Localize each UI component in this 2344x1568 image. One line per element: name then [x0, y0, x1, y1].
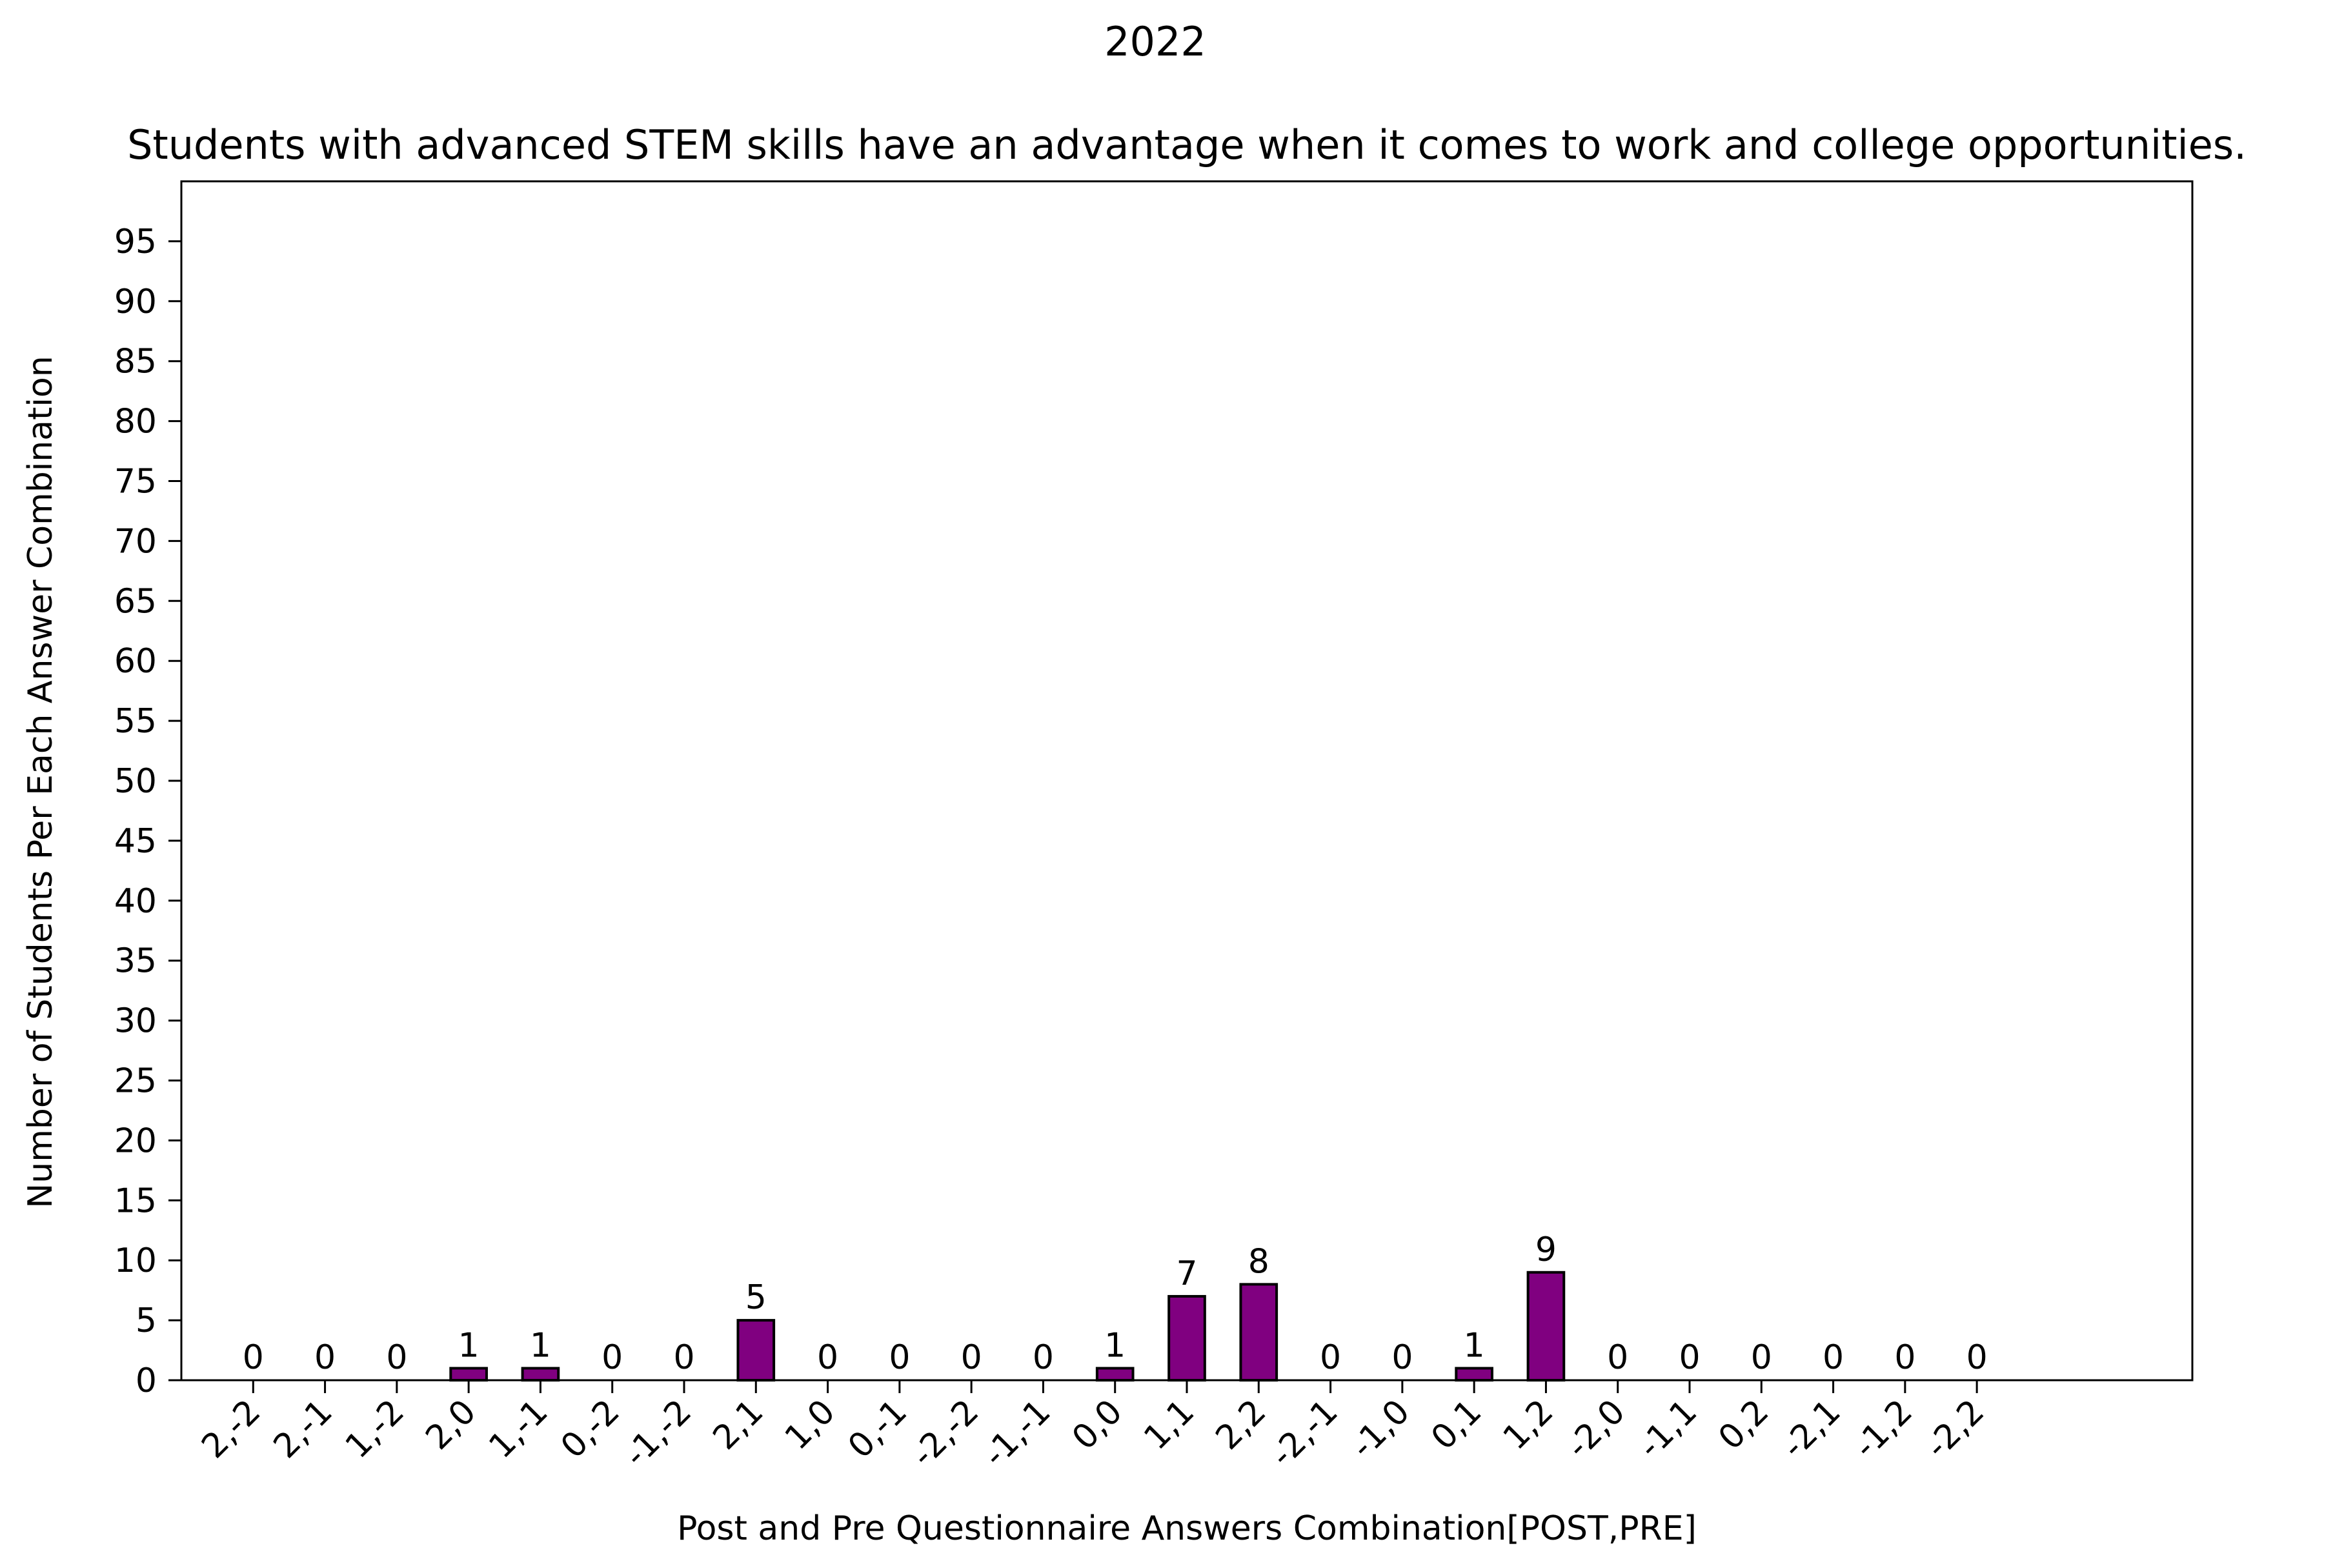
data-label-1,1: 7 [1176, 1254, 1197, 1293]
y-tick-label-55: 55 [114, 702, 157, 741]
y-axis-label: Number of Students Per Each Answer Combi… [21, 356, 60, 1208]
y-tick-label-15: 15 [114, 1181, 157, 1220]
y-tick-label-35: 35 [114, 942, 157, 981]
data-label-0,-1: 0 [889, 1338, 910, 1377]
data-label-2,1: 5 [745, 1278, 767, 1317]
data-label-1,-2: 0 [386, 1338, 407, 1377]
data-label--2,0: 0 [1607, 1338, 1628, 1377]
y-tick-label-60: 60 [114, 642, 157, 681]
bar-1,2 [1526, 1271, 1566, 1382]
chart-title: Students with advanced STEM skills have … [127, 121, 2247, 168]
data-label-0,0: 1 [1104, 1326, 1126, 1365]
y-tick-label-30: 30 [114, 1002, 157, 1041]
data-label-2,-2: 0 [243, 1338, 264, 1377]
data-label--1,-1: 0 [1033, 1338, 1054, 1377]
data-label--2,-2: 0 [961, 1338, 982, 1377]
bar-2,0 [449, 1367, 488, 1382]
y-tick-label-5: 5 [136, 1302, 157, 1340]
data-label-0,2: 0 [1751, 1338, 1772, 1377]
chart-suptitle: 2022 [1104, 18, 1206, 65]
bar-0,1 [1455, 1367, 1493, 1382]
data-label-1,2: 9 [1535, 1231, 1557, 1269]
bar-1,1 [1167, 1294, 1206, 1382]
data-label-1,0: 0 [817, 1338, 838, 1377]
y-tick-label-90: 90 [114, 283, 157, 321]
data-label--2,1: 0 [1823, 1338, 1844, 1377]
y-tick-label-20: 20 [114, 1121, 157, 1160]
y-tick-label-65: 65 [114, 582, 157, 621]
data-label-0,1: 1 [1464, 1326, 1485, 1365]
y-tick-label-25: 25 [114, 1062, 157, 1101]
bar-2,1 [736, 1319, 776, 1382]
axes-frame [180, 180, 2194, 1382]
data-label--1,2: 0 [1894, 1338, 1915, 1377]
y-tick-label-45: 45 [114, 822, 157, 861]
data-label-2,-1: 0 [314, 1338, 336, 1377]
data-label-2,2: 8 [1248, 1242, 1269, 1281]
bar-0,0 [1095, 1367, 1135, 1382]
data-label--2,-1: 0 [1320, 1338, 1341, 1377]
bar-2,2 [1239, 1283, 1278, 1382]
bar-1,-1 [521, 1367, 560, 1382]
data-label-1,-1: 1 [530, 1326, 551, 1365]
y-tick-label-95: 95 [114, 223, 157, 261]
y-tick-label-85: 85 [114, 343, 157, 381]
data-label--1,1: 0 [1679, 1338, 1700, 1377]
data-label--1,-2: 0 [673, 1338, 694, 1377]
y-tick-label-80: 80 [114, 403, 157, 441]
data-label--1,0: 0 [1391, 1338, 1413, 1377]
data-label-2,0: 1 [458, 1326, 480, 1365]
y-tick-label-70: 70 [114, 522, 157, 561]
x-axis-label: Post and Pre Questionnaire Answers Combi… [677, 1509, 1697, 1548]
y-tick-label-40: 40 [114, 882, 157, 921]
y-tick-label-50: 50 [114, 762, 157, 801]
data-label--2,2: 0 [1966, 1338, 1988, 1377]
y-tick-label-10: 10 [114, 1241, 157, 1280]
y-tick-label-0: 0 [136, 1362, 157, 1400]
data-label-0,-2: 0 [601, 1338, 623, 1377]
y-tick-label-75: 75 [114, 463, 157, 501]
